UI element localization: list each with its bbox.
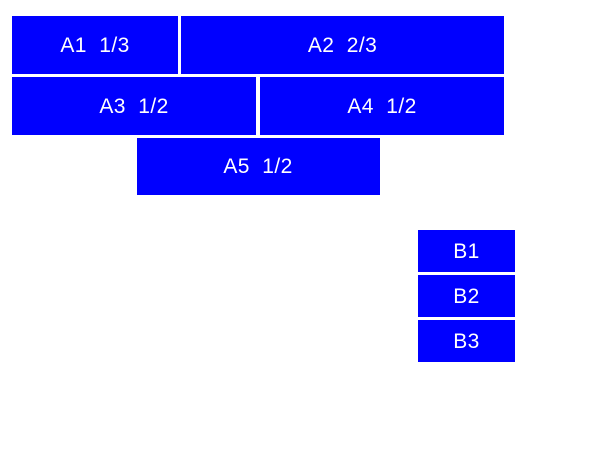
box-a4[interactable]: A4 1/2 (260, 77, 504, 135)
group-a-row-3: A5 1/2 (12, 138, 504, 195)
box-a1[interactable]: A1 1/3 (12, 16, 178, 74)
box-b1[interactable]: B1 (418, 230, 515, 272)
group-b: B1 B2 B3 (418, 230, 515, 362)
group-a: A1 1/3 A2 2/3 A3 1/2 A4 1/2 A5 1/2 (12, 16, 504, 195)
box-a5[interactable]: A5 1/2 (136, 138, 380, 195)
box-a3[interactable]: A3 1/2 (12, 77, 256, 135)
group-a-row-2: A3 1/2 A4 1/2 (12, 77, 504, 135)
group-a-row-1: A1 1/3 A2 2/3 (12, 16, 504, 74)
box-b2[interactable]: B2 (418, 275, 515, 317)
box-b3[interactable]: B3 (418, 320, 515, 362)
box-a2[interactable]: A2 2/3 (181, 16, 504, 74)
